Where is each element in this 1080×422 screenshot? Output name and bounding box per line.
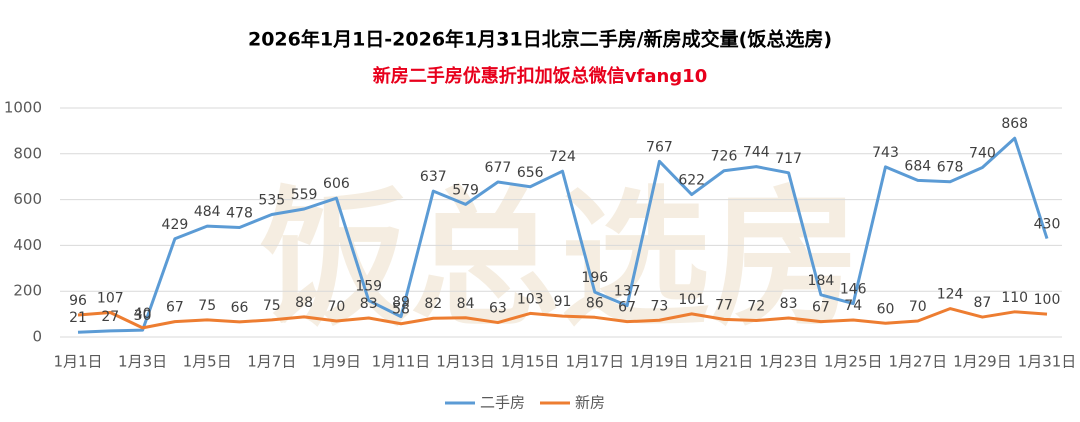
data-label: 70 <box>327 299 345 315</box>
data-label: 73 <box>650 298 668 314</box>
x-tick-label: 1月3日 <box>118 353 167 371</box>
x-tick-label: 1月21日 <box>695 353 754 371</box>
data-label: 484 <box>194 204 221 220</box>
series-line <box>77 307 1048 330</box>
data-label: 91 <box>554 294 572 310</box>
y-tick-label: 200 <box>13 282 42 300</box>
chart-title: 2026年1月1日-2026年1月31日北京二手房/新房成交量(饭总选房) <box>248 28 832 51</box>
data-label: 83 <box>780 296 798 312</box>
x-tick-label: 1月11日 <box>372 353 431 371</box>
data-label: 724 <box>549 149 576 165</box>
data-label: 27 <box>101 309 119 325</box>
data-label: 63 <box>489 301 507 317</box>
data-label: 67 <box>618 300 636 316</box>
data-label: 606 <box>323 176 350 192</box>
data-label: 40 <box>134 306 152 322</box>
data-label: 75 <box>198 298 216 314</box>
data-label: 740 <box>969 146 996 162</box>
chart-subtitle: 新房二手房优惠折扣加饭总微信vfang10 <box>373 65 707 87</box>
data-label: 30 <box>134 308 152 324</box>
data-label: 101 <box>678 292 705 308</box>
data-label: 89 <box>392 295 410 311</box>
x-tick-label: 1月25日 <box>824 353 883 371</box>
x-tick-label: 1月9日 <box>312 353 361 371</box>
data-label: 429 <box>162 217 189 233</box>
x-tick-label: 1月31日 <box>1018 353 1077 371</box>
data-label: 622 <box>678 173 705 189</box>
data-label: 107 <box>97 290 124 306</box>
y-tick-label: 800 <box>13 144 42 162</box>
data-label: 744 <box>743 145 770 161</box>
data-label: 124 <box>937 287 964 303</box>
data-label: 726 <box>711 149 738 165</box>
legend-label: 新房 <box>575 394 605 412</box>
data-label: 70 <box>909 299 927 315</box>
data-label: 72 <box>747 299 765 315</box>
data-label: 21 <box>69 310 87 326</box>
data-label: 58 <box>392 302 410 318</box>
x-tick-label: 1月23日 <box>759 353 818 371</box>
data-label: 77 <box>715 297 733 313</box>
data-label: 67 <box>812 300 830 316</box>
data-label: 684 <box>904 158 931 174</box>
x-tick-label: 1月13日 <box>436 353 495 371</box>
data-label: 87 <box>973 295 991 311</box>
data-label: 196 <box>581 270 608 286</box>
data-label: 678 <box>937 160 964 176</box>
data-label: 677 <box>485 160 512 176</box>
y-tick-label: 0 <box>32 328 42 346</box>
x-tick-label: 1月19日 <box>630 353 689 371</box>
data-label: 96 <box>69 293 87 309</box>
data-label: 84 <box>457 296 475 312</box>
data-label: 559 <box>291 187 318 203</box>
data-label: 637 <box>420 169 447 185</box>
data-label: 82 <box>424 296 442 312</box>
x-tick-label: 1月5日 <box>183 353 232 371</box>
data-label: 743 <box>872 145 899 161</box>
y-tick-label: 400 <box>13 236 42 254</box>
data-label: 74 <box>844 298 862 314</box>
data-label: 67 <box>166 300 184 316</box>
data-label: 103 <box>517 291 544 307</box>
data-label: 430 <box>1034 217 1061 233</box>
data-label: 137 <box>614 284 641 300</box>
data-label: 75 <box>263 298 281 314</box>
y-tick-label: 1000 <box>4 99 42 117</box>
data-label: 60 <box>877 301 895 317</box>
data-label: 184 <box>808 273 835 289</box>
legend-label: 二手房 <box>480 394 525 412</box>
data-label: 66 <box>231 300 249 316</box>
data-label: 478 <box>226 206 253 222</box>
x-tick-label: 1月15日 <box>501 353 560 371</box>
series-line <box>77 136 1049 334</box>
data-label: 159 <box>355 279 382 295</box>
x-tick-label: 1月29日 <box>953 353 1012 371</box>
data-label: 146 <box>840 282 867 298</box>
data-label: 100 <box>1034 292 1061 308</box>
x-tick-label: 1月27日 <box>888 353 947 371</box>
x-tick-label: 1月7日 <box>247 353 296 371</box>
data-label: 717 <box>775 151 802 167</box>
data-label: 88 <box>295 295 313 311</box>
y-tick-label: 600 <box>13 190 42 208</box>
data-label: 656 <box>517 165 544 181</box>
data-label: 579 <box>452 182 479 198</box>
data-label: 535 <box>258 192 285 208</box>
x-tick-label: 1月1日 <box>53 353 102 371</box>
data-label: 110 <box>1001 290 1028 306</box>
x-tick-label: 1月17日 <box>565 353 624 371</box>
data-label: 868 <box>1001 116 1028 132</box>
data-label: 767 <box>646 139 673 155</box>
data-label: 83 <box>360 296 378 312</box>
data-label: 86 <box>586 295 604 311</box>
